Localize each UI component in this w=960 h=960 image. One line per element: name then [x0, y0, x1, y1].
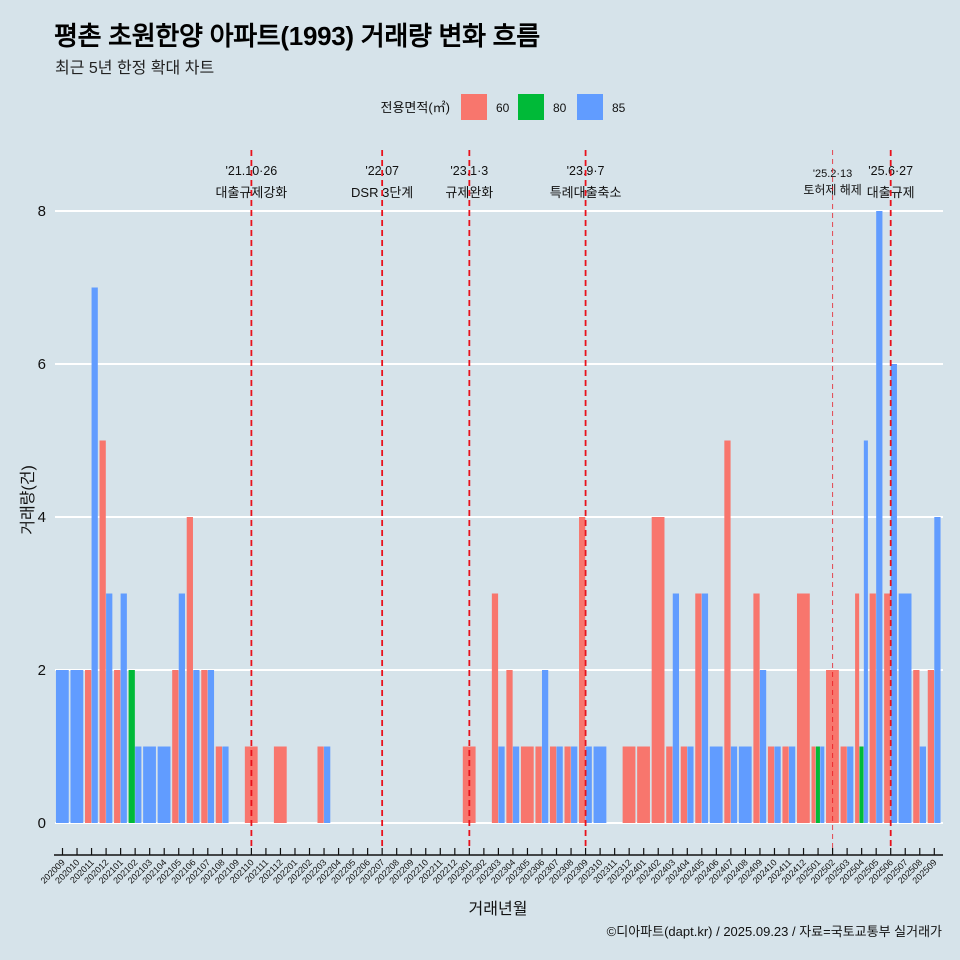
bar-202412-60	[796, 593, 810, 823]
bar-202411-60	[782, 746, 789, 823]
y-tick-label: 2	[38, 662, 46, 679]
bar-202308-60	[564, 746, 571, 823]
bar-202303-60	[491, 593, 499, 823]
bar-202011-85	[91, 287, 98, 823]
bar-202101-60	[114, 670, 121, 823]
bar-202405-60	[695, 593, 702, 823]
bar-202405-85	[701, 593, 709, 823]
bar-202108-85	[222, 746, 229, 823]
bar-202501-85	[820, 746, 825, 823]
legend-label-85: 85	[612, 101, 626, 115]
bar-202303-85	[498, 746, 505, 823]
bar-202408-85	[738, 746, 752, 823]
bar-202107-60	[201, 670, 208, 823]
bar-202508-85	[919, 746, 927, 823]
bar-202507-85	[898, 593, 912, 823]
bar-202105-60	[172, 670, 179, 823]
bar-202307-85	[556, 746, 563, 823]
bar-202407-60	[724, 440, 731, 823]
bar-202101-85	[120, 593, 127, 823]
y-tick-label: 8	[38, 203, 46, 220]
bar-202309-60	[579, 517, 586, 823]
bar-202509-85	[934, 517, 941, 823]
bar-202503-60	[840, 746, 847, 823]
x-axis-title: 거래년월	[469, 900, 528, 918]
legend-key-60	[461, 94, 487, 120]
bar-202501-60	[811, 746, 816, 823]
bar-202501-80	[815, 746, 820, 823]
chart-subtitle: 최근 5년 한정 확대 차트	[55, 60, 215, 77]
bar-202409-85	[759, 670, 767, 823]
bar-202306-60	[535, 746, 542, 823]
bar-202104-85	[157, 746, 171, 823]
bar-202305-60	[520, 746, 534, 823]
bar-202504-80	[859, 746, 864, 823]
bar-202505-85	[876, 211, 883, 823]
bar-202102-80	[128, 670, 135, 823]
bar-202401-60	[637, 746, 650, 823]
legend-key-80	[518, 94, 544, 120]
bar-202106-60	[186, 517, 193, 823]
y-tick-label: 0	[38, 815, 46, 832]
annotation-labels: '21.10·26대출규제강화'22.07DSR 3단계'23.1·3규제완화'…	[216, 164, 915, 200]
bar-202102-85	[135, 746, 142, 823]
bar-202107-85	[207, 670, 215, 823]
bar-202304-60	[506, 670, 513, 823]
bar-202506-85	[890, 364, 897, 823]
annotation-lines	[250, 150, 892, 848]
bar-202307-60	[549, 746, 557, 823]
legend: 전용면적(㎡) 60 80 85	[381, 94, 626, 120]
bar-202106-85	[193, 670, 200, 823]
bar-202509-60	[927, 670, 934, 823]
bar-202402-60	[651, 517, 665, 823]
bar-202304-85	[512, 746, 520, 823]
bar-202309-85	[585, 746, 592, 823]
bar-202410-60	[767, 746, 775, 823]
bar-202504-60	[855, 593, 860, 823]
bar-202407-85	[730, 746, 738, 823]
bar-202403-85	[672, 593, 680, 823]
bar-202308-85	[571, 746, 578, 823]
bar-202105-85	[178, 593, 185, 823]
annotation-date: '25.2·13	[813, 168, 852, 180]
y-axis-ticks: 0 2 4 6 8	[38, 203, 46, 832]
bar-202011-60	[85, 670, 92, 823]
legend-key-85	[577, 94, 603, 120]
bar-202012-60	[99, 440, 106, 823]
bar-202404-85	[687, 746, 694, 823]
legend-label-60: 60	[496, 101, 510, 115]
chart-title: 평촌 초원한양 아파트(1993) 거래량 변화 흐름	[54, 21, 540, 51]
bar-202112-60	[273, 746, 287, 823]
bar-202403-60	[666, 746, 673, 823]
y-axis-title: 거래량(건)	[19, 465, 37, 535]
source-caption: ©디아파트(dapt.kr) / 2025.09.23 / 자료=국토교통부 실…	[606, 924, 942, 939]
legend-title: 전용면적(㎡)	[381, 100, 451, 115]
y-tick-label: 4	[38, 509, 46, 526]
bar-202310-85	[593, 746, 607, 823]
bar-202108-60	[215, 746, 223, 823]
bar-202409-60	[753, 593, 760, 823]
bar-202312-60	[622, 746, 636, 823]
bar-202406-85	[709, 746, 723, 823]
y-tick-label: 6	[38, 356, 46, 373]
bar-202504-85	[863, 440, 868, 823]
x-axis: 2020092020102020112020122021012021022021…	[39, 848, 943, 886]
bar-202306-85	[541, 670, 549, 823]
bar-202503-85	[847, 746, 854, 823]
bar-202103-85	[143, 746, 156, 823]
bar-202009-85	[55, 670, 69, 823]
bar-202505-60	[869, 593, 876, 823]
bar-202411-85	[789, 746, 796, 823]
legend-label-80: 80	[553, 101, 567, 115]
bar-202010-85	[70, 670, 84, 823]
bar-202506-60	[884, 593, 891, 823]
bar-202404-60	[680, 746, 687, 823]
bar-202203-85	[324, 746, 331, 823]
bar-202508-60	[913, 670, 920, 823]
bar-202012-85	[106, 593, 113, 823]
bar-202203-60	[317, 746, 324, 823]
bar-202410-85	[774, 746, 781, 823]
